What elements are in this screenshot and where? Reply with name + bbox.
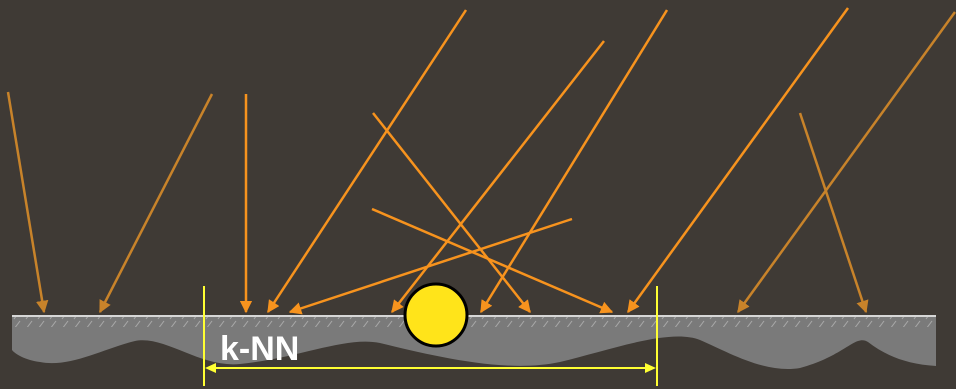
ray bbox=[626, 7, 850, 314]
ray bbox=[266, 9, 468, 314]
knn-range-bracket bbox=[203, 286, 658, 386]
rays bbox=[6, 7, 956, 315]
ray bbox=[371, 207, 614, 314]
ray bbox=[479, 9, 669, 314]
query-point bbox=[403, 282, 469, 348]
knn-label: k-NN bbox=[220, 330, 299, 368]
bracket-arrow-right-head bbox=[645, 363, 656, 373]
ray bbox=[372, 112, 531, 313]
ray bbox=[288, 217, 573, 315]
surface-body bbox=[12, 316, 936, 370]
ray bbox=[391, 40, 605, 313]
ray bbox=[736, 11, 956, 314]
ray bbox=[98, 93, 214, 314]
bracket-arrow-left-head bbox=[205, 363, 216, 373]
surface-hatch bbox=[12, 316, 936, 327]
ray bbox=[6, 91, 49, 314]
ray bbox=[798, 112, 869, 314]
